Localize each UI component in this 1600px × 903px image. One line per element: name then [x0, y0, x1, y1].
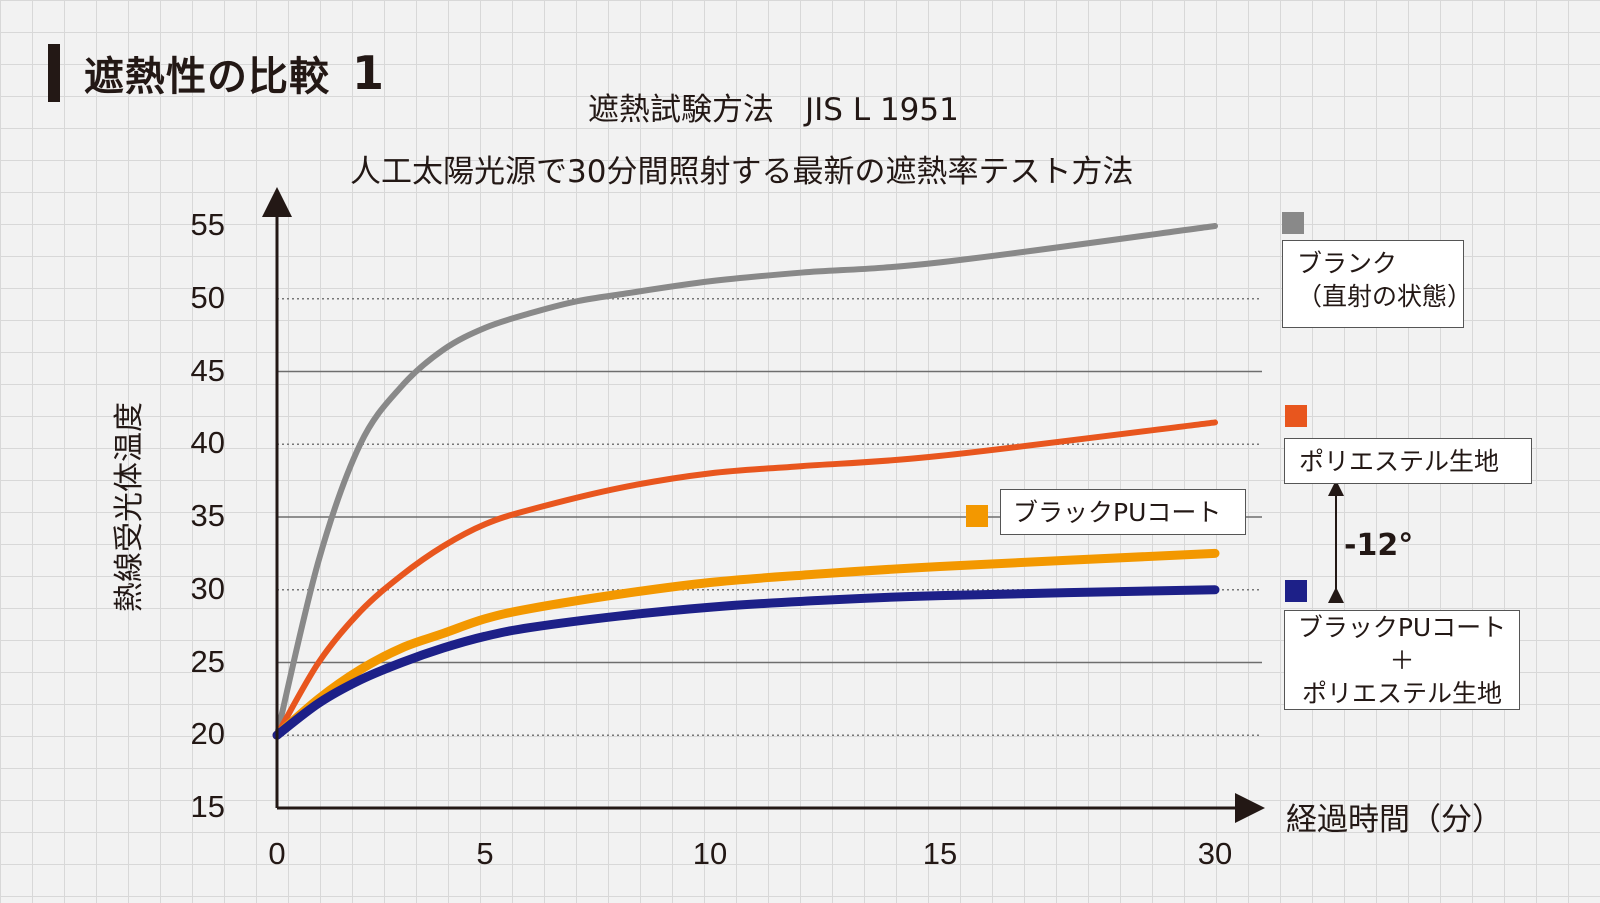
legend-polyester-label: ポリエステル生地: [1299, 447, 1500, 476]
legend-blank-line2: （直射の状態）: [1297, 282, 1473, 311]
y-axis-label: 熱線受光体温度: [112, 402, 147, 612]
heading-bar: [48, 44, 60, 102]
series-line-0: [274, 223, 1218, 739]
y-tick-label: 25: [190, 643, 225, 679]
legend-black-pu: ブラックPUコート: [1000, 489, 1246, 535]
legend-black-pu-label: ブラックPUコート: [1013, 498, 1222, 527]
legend-marker-polyester: [1285, 405, 1307, 427]
legend-blank: ブランク （直射の状態）: [1282, 240, 1473, 328]
series-line-1: [274, 419, 1218, 739]
y-tick-label: 20: [190, 716, 225, 752]
legend-blank-line1: ブランク: [1297, 249, 1398, 278]
heading-title: 遮熱性の比較: [84, 54, 330, 100]
heading-number: 1: [352, 46, 385, 100]
legend-combo-line1: ブラックPUコート: [1297, 613, 1507, 642]
legend-combo: ブラックPUコート ＋ ポリエステル生地: [1284, 610, 1520, 710]
x-axis-label: 経過時間（分）: [1286, 802, 1503, 838]
series-line-3: [272, 585, 1220, 740]
x-tick-label: 0: [268, 836, 286, 871]
legend-marker-combo: [1285, 580, 1307, 602]
y-tick-label: 40: [190, 425, 225, 461]
section-heading: 遮熱性の比較 1: [48, 44, 384, 102]
legend-combo-line2: ＋: [1389, 646, 1415, 675]
y-tick-label: 55: [190, 207, 225, 242]
y-tick-label: 35: [190, 498, 225, 533]
series-line-2: [272, 548, 1220, 740]
chart-title: 遮熱試験方法 JIS L 1951: [588, 92, 959, 128]
x-tick-label: 15: [922, 836, 958, 871]
series-layer: [272, 223, 1220, 740]
y-tick-label: 45: [190, 352, 225, 388]
chart-subtitle: 人工太陽光源で30分間照射する最新の遮熱率テスト方法: [350, 154, 1134, 190]
x-tick-label: 30: [1197, 836, 1233, 871]
legend-marker-black-pu: [966, 505, 988, 527]
difference-label: -12°: [1344, 528, 1414, 563]
legend-marker-blank: [1282, 212, 1304, 234]
legend-combo-line3: ポリエステル生地: [1301, 679, 1502, 708]
y-tick-label: 50: [190, 279, 225, 315]
y-tick-label: 15: [190, 789, 225, 824]
x-tick-label: 5: [476, 836, 494, 871]
x-tick-label: 10: [692, 836, 728, 871]
y-tick-label: 30: [190, 570, 225, 606]
legend-polyester: ポリエステル生地: [1284, 438, 1532, 484]
